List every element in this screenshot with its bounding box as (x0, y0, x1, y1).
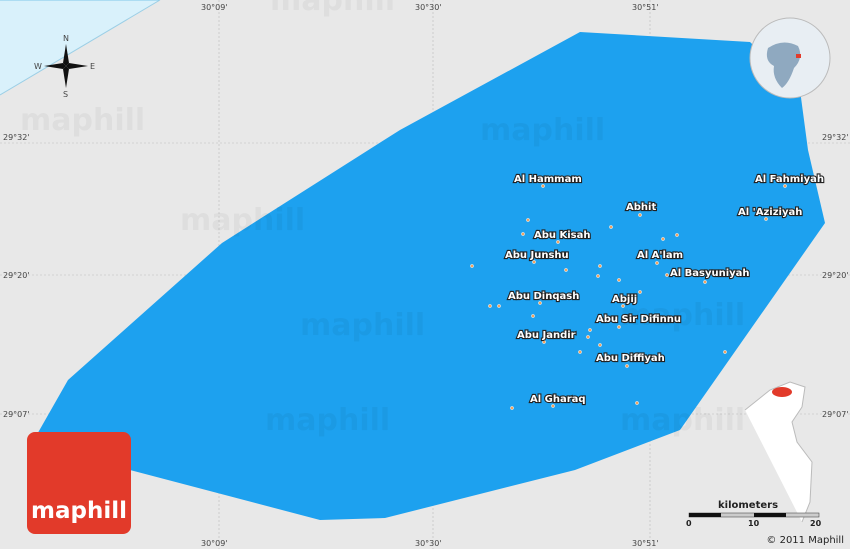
settlement-dot (531, 314, 535, 318)
place-label: Abu Dinqash (508, 291, 579, 302)
logo-text: maphill (31, 498, 127, 524)
settlement-dot (564, 268, 568, 272)
region-polygon[interactable] (27, 32, 825, 520)
watermark: maphill (620, 403, 745, 438)
longitude-label: 30°09' (201, 3, 228, 12)
place-label: Abu Sir Difinnu (596, 314, 681, 325)
place-label: Abu Diffiyah (596, 353, 665, 364)
watermark: maphill (270, 0, 395, 18)
latitude-label: 29°07' (822, 410, 849, 419)
settlement-dot (598, 264, 602, 268)
settlement-dot (541, 184, 545, 188)
latitude-label: 29°20' (3, 271, 30, 280)
place-label: Abu Junshu (505, 250, 569, 261)
settlement-dot (617, 278, 621, 282)
longitude-label: 30°30' (415, 539, 442, 548)
settlement-dot (617, 325, 621, 329)
longitude-label: 30°30' (415, 3, 442, 12)
scale-tick: 10 (748, 519, 760, 528)
settlement-dot (526, 218, 530, 222)
settlement-dot (764, 217, 768, 221)
compass-rose: N S E W (34, 34, 95, 99)
compass-n: N (63, 34, 69, 43)
compass-w: W (34, 62, 42, 71)
copyright: © 2011 Maphill (766, 535, 844, 546)
settlement-dot (578, 350, 582, 354)
settlement-dot (675, 233, 679, 237)
settlement-dot (638, 213, 642, 217)
place-label: Al Basyuniyah (670, 268, 750, 279)
settlement-dot (586, 335, 590, 339)
scale-tick: 20 (810, 519, 822, 528)
watermark: maphill (180, 203, 305, 238)
compass-s: S (63, 90, 68, 99)
latitude-label: 29°20' (822, 271, 849, 280)
watermark: maphill (20, 103, 145, 138)
settlement-dot (538, 301, 542, 305)
settlement-dot (783, 184, 787, 188)
settlement-dot (488, 304, 492, 308)
settlement-dot (635, 401, 639, 405)
settlement-dot (655, 261, 659, 265)
settlement-dot (596, 274, 600, 278)
scale-bar (688, 512, 820, 518)
latitude-label: 29°07' (3, 410, 30, 419)
latitude-label: 29°32' (822, 133, 849, 142)
settlement-dot (665, 273, 669, 277)
scale-tick: 0 (686, 519, 692, 528)
place-label: Al A'lam (637, 250, 683, 261)
watermark: maphill (620, 298, 745, 333)
settlement-dot (532, 260, 536, 264)
place-label: Al Fahmiyah (755, 174, 824, 185)
longitude-label: 30°51' (632, 3, 659, 12)
settlement-dot (470, 264, 474, 268)
settlement-dot (638, 290, 642, 294)
settlement-dot (661, 237, 665, 241)
place-label: Al Gharaq (530, 394, 586, 405)
maphill-logo[interactable]: maphill (27, 432, 131, 534)
locator-inset (744, 381, 813, 523)
settlement-dot (551, 404, 555, 408)
globe-locator (749, 17, 831, 99)
longitude-label: 30°09' (201, 539, 228, 548)
longitude-label: 30°51' (632, 539, 659, 548)
place-label: Abhit (626, 202, 656, 213)
watermark: maphill (480, 113, 605, 148)
settlement-dot (723, 350, 727, 354)
settlement-dot (521, 232, 525, 236)
settlement-dot (542, 340, 546, 344)
place-label: Abu Jandir (517, 330, 576, 341)
settlement-dot (510, 406, 514, 410)
place-label: Abjij (612, 294, 637, 305)
place-label: Al 'Aziziyah (738, 207, 802, 218)
settlement-dot (621, 304, 625, 308)
settlement-dot (703, 280, 707, 284)
settlement-dot (588, 328, 592, 332)
watermark: maphill (300, 308, 425, 343)
latitude-label: 29°32' (3, 133, 30, 142)
settlement-dot (609, 225, 613, 229)
watermark: maphill (265, 403, 390, 438)
place-label: Abu Kisah (534, 230, 591, 241)
settlement-dot (625, 364, 629, 368)
place-label: Al Hammam (514, 174, 582, 185)
settlement-dot (497, 304, 501, 308)
compass-e: E (90, 62, 95, 71)
settlement-dot (598, 343, 602, 347)
settlement-dot (556, 240, 560, 244)
scale-unit: kilometers (718, 500, 779, 511)
